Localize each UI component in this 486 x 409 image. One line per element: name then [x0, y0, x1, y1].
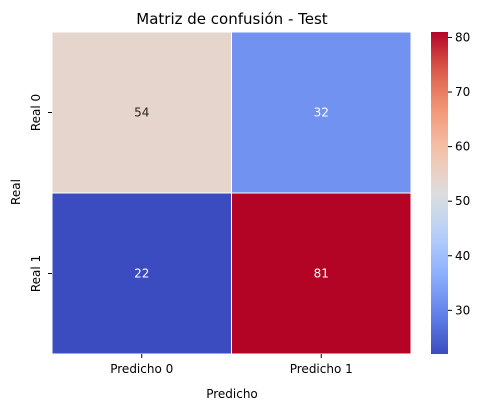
- heatmap-cell-value: 81: [314, 267, 329, 281]
- heatmap-cell: [51, 192, 232, 355]
- heatmap-cell: [231, 192, 412, 355]
- colorbar: [431, 32, 448, 354]
- y-axis-label: Real: [9, 179, 23, 205]
- x-tick-label: Predicho 0: [110, 362, 173, 376]
- y-tick-label: Real 0: [29, 94, 43, 131]
- y-axis-ticks: Real 0 Real 1: [29, 94, 52, 292]
- colorbar-tick-label: 30: [455, 303, 470, 317]
- heatmap-cell-labels: 54 32 22 81: [134, 106, 329, 281]
- colorbar-ticks: 30 40 50 60 70 80: [448, 30, 470, 317]
- colorbar-tick-label: 50: [455, 194, 470, 208]
- x-axis-label: Predicho: [206, 387, 258, 401]
- heatmap-cell-value: 22: [134, 267, 149, 281]
- colorbar-tick-label: 80: [455, 30, 470, 44]
- x-tick-label: Predicho 1: [290, 362, 353, 376]
- heatmap-cell-value: 54: [134, 106, 149, 120]
- heatmap-cell: [51, 31, 232, 194]
- heatmap-cells: [51, 31, 412, 355]
- chart-title: Matriz de confusión - Test: [136, 10, 328, 28]
- colorbar-tick-label: 60: [455, 140, 470, 154]
- colorbar-tick-label: 40: [455, 249, 470, 263]
- heatmap-cell: [231, 31, 412, 194]
- heatmap-cell-value: 32: [314, 106, 329, 120]
- y-tick-label: Real 1: [29, 255, 43, 292]
- x-axis-ticks: Predicho 0 Predicho 1: [110, 354, 353, 376]
- colorbar-tick-label: 70: [455, 85, 470, 99]
